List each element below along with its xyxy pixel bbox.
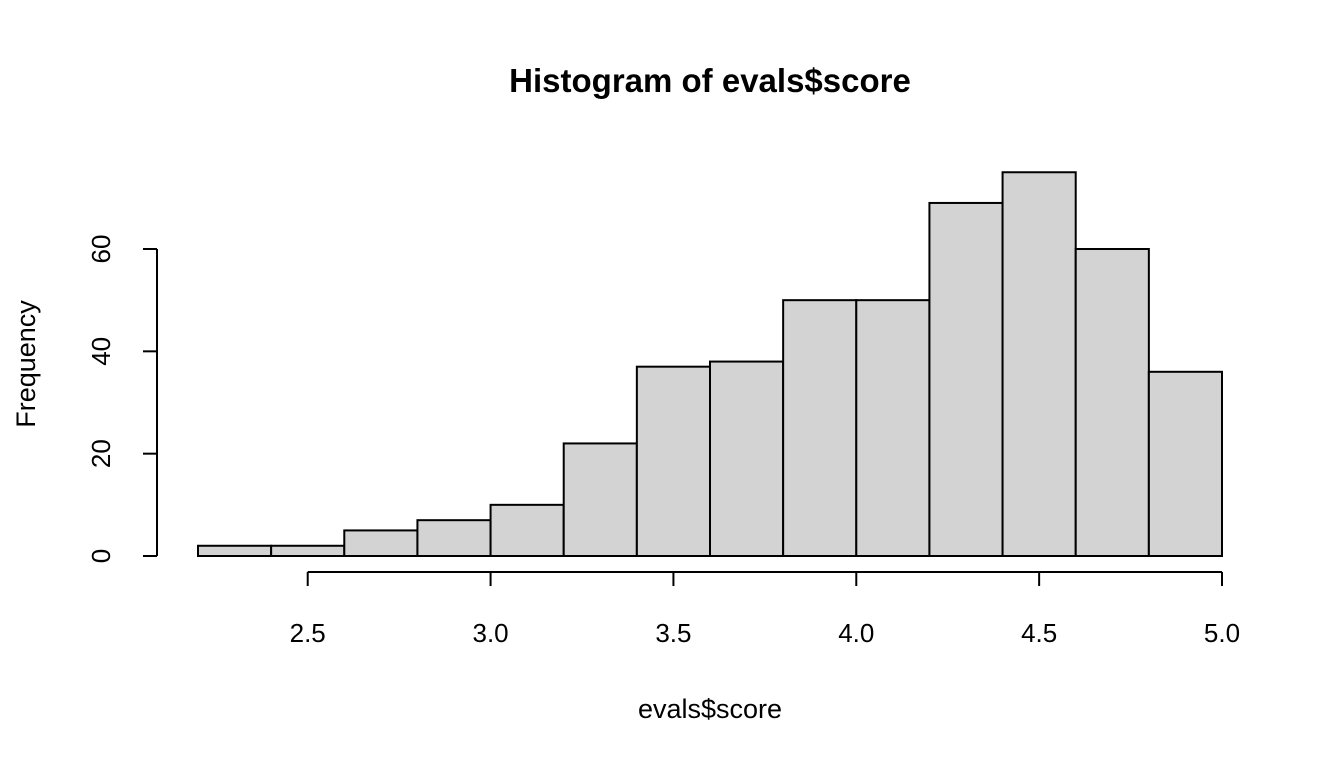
x-tick-label-0: 2.5 [290, 618, 326, 648]
bars-layer [197, 171, 1224, 558]
x-tick-label-3: 4.0 [838, 618, 874, 648]
y-tick-label-2: 40 [86, 337, 116, 366]
histogram-bar-9 [855, 299, 931, 557]
chart-title: Histogram of evals$score [509, 62, 911, 99]
x-axis-label: evals$score [638, 694, 782, 724]
histogram-bar-1 [270, 544, 346, 557]
histogram-bar-0 [197, 544, 273, 557]
x-tick-label-5: 5.0 [1204, 618, 1240, 648]
histogram-bar-8 [782, 299, 858, 557]
histogram-bar-2 [343, 529, 419, 558]
histogram-bar-10 [928, 201, 1004, 557]
x-tick-label-2: 3.5 [655, 618, 691, 648]
histogram-bar-13 [1147, 370, 1224, 557]
histogram-bar-3 [416, 519, 492, 558]
y-tick-label-3: 60 [86, 235, 116, 264]
histogram-bar-11 [1001, 171, 1077, 557]
y-tick-label-1: 20 [86, 439, 116, 468]
y-axis: 0 20 40 60 [86, 235, 158, 563]
x-tick-label-4: 4.5 [1021, 618, 1057, 648]
x-axis: 2.5 3.0 3.5 4.0 4.5 5.0 [290, 571, 1240, 648]
histogram-bar-5 [562, 442, 638, 557]
x-tick-label-1: 3.0 [472, 618, 508, 648]
y-axis-label: Frequency [11, 300, 41, 428]
histogram-bar-7 [709, 360, 785, 558]
histogram-bar-4 [489, 503, 565, 558]
histogram-bar-12 [1074, 248, 1150, 557]
histogram-bar-6 [635, 365, 711, 557]
y-tick-label-0: 0 [86, 549, 116, 563]
